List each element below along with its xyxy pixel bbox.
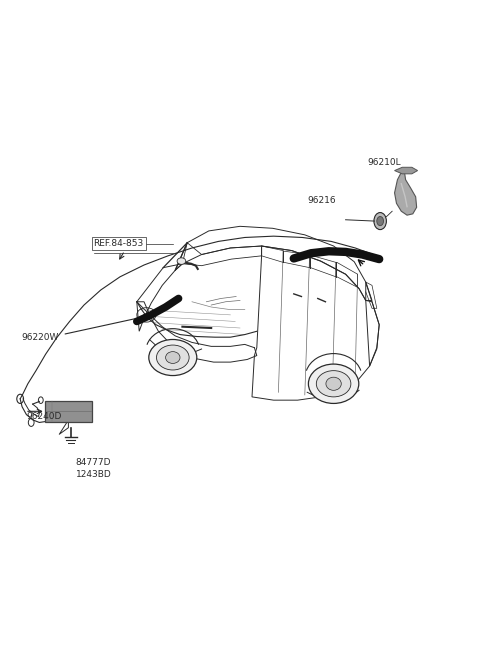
Text: 84777D: 84777D xyxy=(76,458,111,467)
Text: REF.84-853: REF.84-853 xyxy=(94,239,144,248)
Text: 96240D: 96240D xyxy=(26,412,62,421)
Text: 96220W: 96220W xyxy=(22,333,59,342)
Circle shape xyxy=(374,213,386,230)
Ellipse shape xyxy=(308,364,359,403)
Circle shape xyxy=(377,216,384,226)
Ellipse shape xyxy=(326,377,341,390)
Polygon shape xyxy=(395,167,418,174)
Ellipse shape xyxy=(149,339,197,375)
Text: 96216: 96216 xyxy=(307,195,336,205)
Ellipse shape xyxy=(316,371,351,397)
Text: 1243BD: 1243BD xyxy=(76,470,111,480)
Ellipse shape xyxy=(166,352,180,363)
Ellipse shape xyxy=(156,345,189,370)
Ellipse shape xyxy=(177,258,186,264)
Text: 96210L: 96210L xyxy=(367,158,401,167)
FancyBboxPatch shape xyxy=(45,401,92,422)
Polygon shape xyxy=(395,171,417,215)
